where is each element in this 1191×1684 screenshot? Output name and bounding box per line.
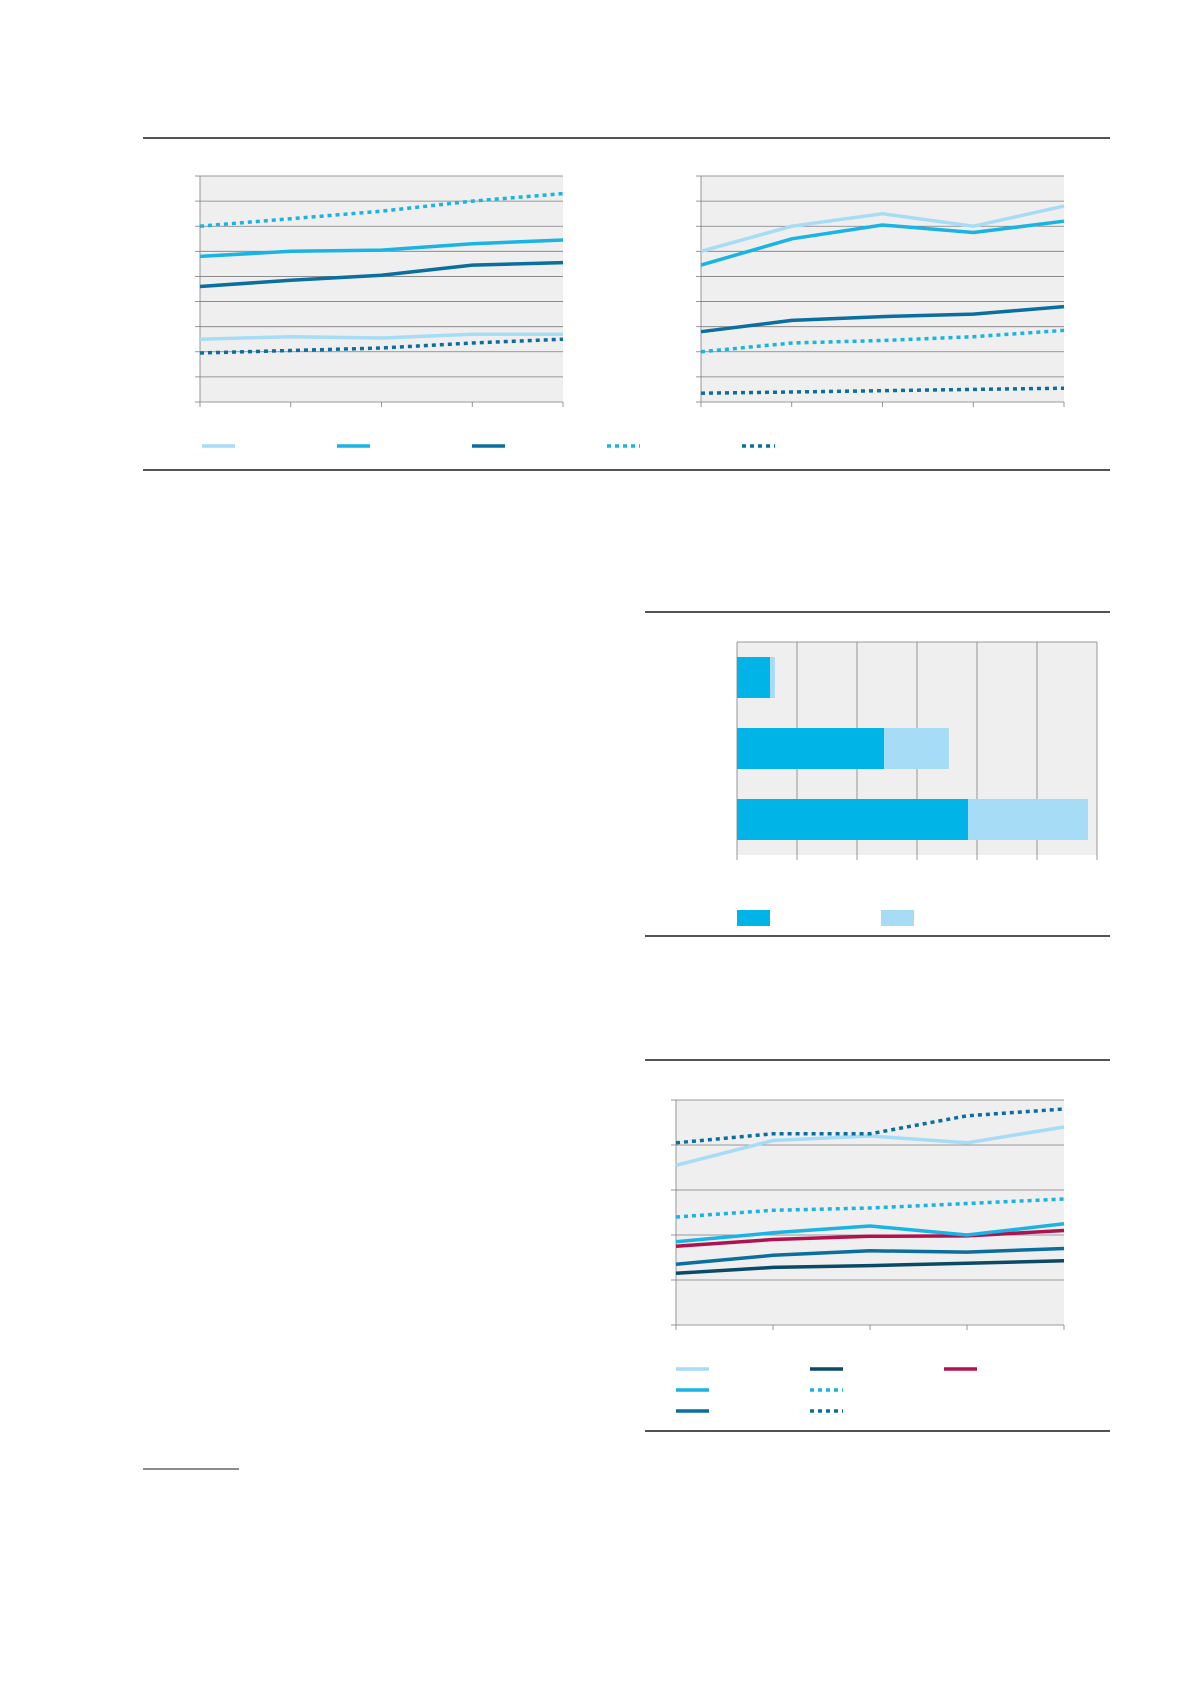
chart-top-right: [696, 175, 1065, 407]
series-line-6: [675, 1246, 1065, 1267]
series-line-4: [675, 1222, 1065, 1244]
chart-top-left: [195, 175, 775, 448]
plot-area: [701, 176, 1064, 402]
series-line-1: [700, 204, 1065, 253]
series-line-1: [675, 1125, 1065, 1167]
series-line-2: [700, 219, 1065, 267]
series-line-2: [675, 1258, 1065, 1276]
chart-stacked-bar: [736, 641, 1098, 926]
plot-area: [200, 176, 563, 402]
series-line-1: [199, 332, 563, 341]
series-line-3: [700, 304, 1065, 334]
series-line-7: [675, 1107, 1065, 1145]
series-line-3: [675, 1228, 1065, 1249]
bar-1-segment-1: [737, 657, 770, 698]
series-line-2: [199, 238, 564, 259]
section-rules: [143, 137, 1110, 1470]
series-line-5: [675, 1197, 1065, 1219]
bar-3-segment-2: [968, 799, 1088, 840]
bar-2-segment-1: [737, 728, 884, 769]
bar-2-segment-2: [884, 728, 949, 769]
bar-3-segment-1: [737, 799, 968, 840]
bar-1-segment-2: [770, 657, 775, 698]
legend-swatch-2: [881, 910, 914, 926]
series-line-3: [199, 260, 564, 289]
legend-swatch-1: [737, 910, 770, 926]
chart-bottom-right: [671, 1099, 1065, 1413]
